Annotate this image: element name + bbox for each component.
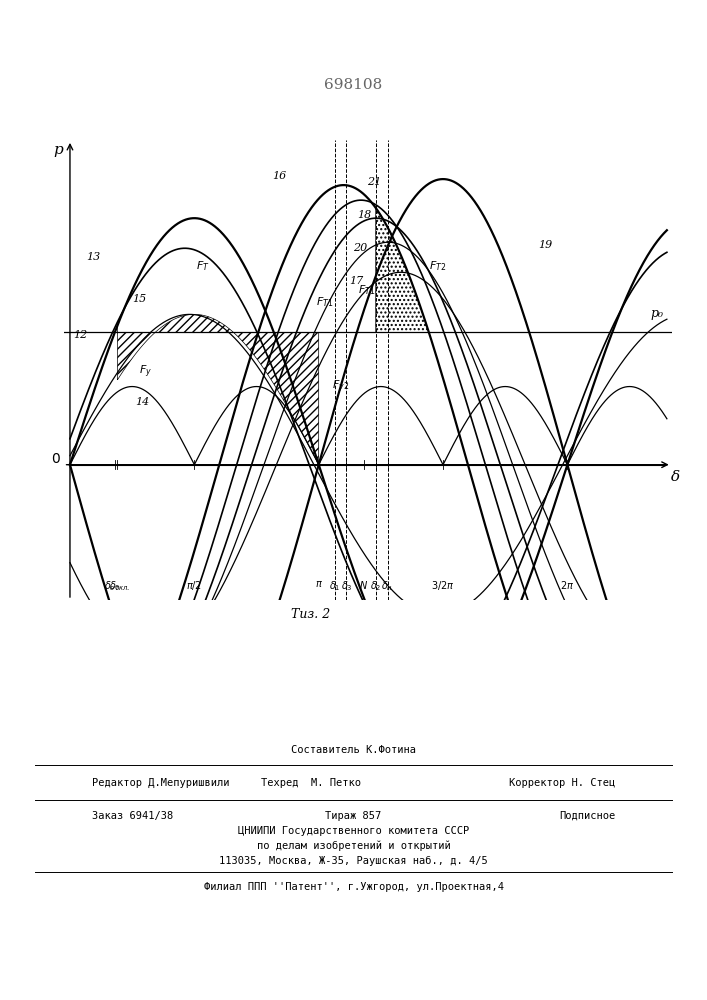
Text: p₀: p₀: [650, 307, 664, 320]
Text: $F_{T2}$: $F_{T2}$: [429, 259, 447, 273]
Text: Филиал ППП ''Патент'', г.Ужгород, ул.Проектная,4: Филиал ППП ''Патент'', г.Ужгород, ул.Про…: [204, 882, 503, 892]
Text: δ: δ: [671, 470, 680, 484]
Text: Тираж 857: Тираж 857: [325, 811, 382, 821]
Polygon shape: [117, 314, 319, 465]
Polygon shape: [115, 326, 117, 333]
Text: 18: 18: [357, 210, 372, 220]
Text: $\delta_2$: $\delta_2$: [370, 579, 382, 593]
Text: Техред  М. Петко: Техред М. Петко: [261, 778, 361, 788]
Text: 19: 19: [538, 240, 552, 250]
Text: $F_T$: $F_T$: [196, 259, 210, 273]
Text: Заказ 6941/38: Заказ 6941/38: [92, 811, 173, 821]
Text: $\delta_1$: $\delta_1$: [329, 579, 340, 593]
Text: 20: 20: [354, 243, 368, 253]
Text: $F_{y2}$: $F_{y2}$: [332, 379, 349, 395]
Text: ЦНИИПИ Государственного комитета СССР: ЦНИИПИ Государственного комитета СССР: [238, 826, 469, 836]
Text: $N$: $N$: [359, 579, 368, 591]
Text: $\delta_3$: $\delta_3$: [341, 579, 352, 593]
Text: $\delta_н$: $\delta_н$: [382, 579, 394, 593]
Text: 698108: 698108: [325, 78, 382, 92]
Text: $\pi$: $\pi$: [315, 579, 322, 589]
Text: 15: 15: [132, 294, 147, 304]
Text: p: p: [53, 143, 63, 157]
Text: 17: 17: [349, 276, 363, 286]
Text: $\delta_{откл.}$: $\delta_{откл.}$: [105, 579, 131, 593]
Text: 0: 0: [52, 452, 60, 466]
Text: по делам изобретений и открытий: по делам изобретений и открытий: [257, 841, 450, 851]
Text: Подписное: Подписное: [559, 811, 615, 821]
Text: $\pi/2$: $\pi/2$: [187, 579, 202, 592]
Text: $F_{T1}$: $F_{T1}$: [358, 283, 375, 297]
Text: $3/2\pi$: $3/2\pi$: [431, 579, 455, 592]
Text: Τиз. 2: Τиз. 2: [291, 608, 331, 621]
Text: $2\pi$: $2\pi$: [560, 579, 575, 591]
Text: Редактор Д.Мепуришвили: Редактор Д.Мепуришвили: [92, 777, 229, 788]
Text: Составитель К.Фотина: Составитель К.Фотина: [291, 745, 416, 755]
Text: $F_y$: $F_y$: [139, 364, 152, 380]
Text: 16: 16: [273, 171, 287, 181]
Text: 21: 21: [367, 177, 381, 187]
Text: 12: 12: [73, 330, 88, 340]
Text: 113035, Москва, Ж-35, Раушская наб., д. 4/5: 113035, Москва, Ж-35, Раушская наб., д. …: [219, 856, 488, 866]
Text: $F_{T1}$: $F_{T1}$: [316, 295, 334, 309]
Text: $\delta_0$: $\delta_0$: [109, 579, 121, 593]
Text: 13: 13: [86, 252, 101, 262]
Text: 14: 14: [136, 397, 150, 407]
Text: Корректор Н. Стец: Корректор Н. Стец: [509, 778, 615, 788]
